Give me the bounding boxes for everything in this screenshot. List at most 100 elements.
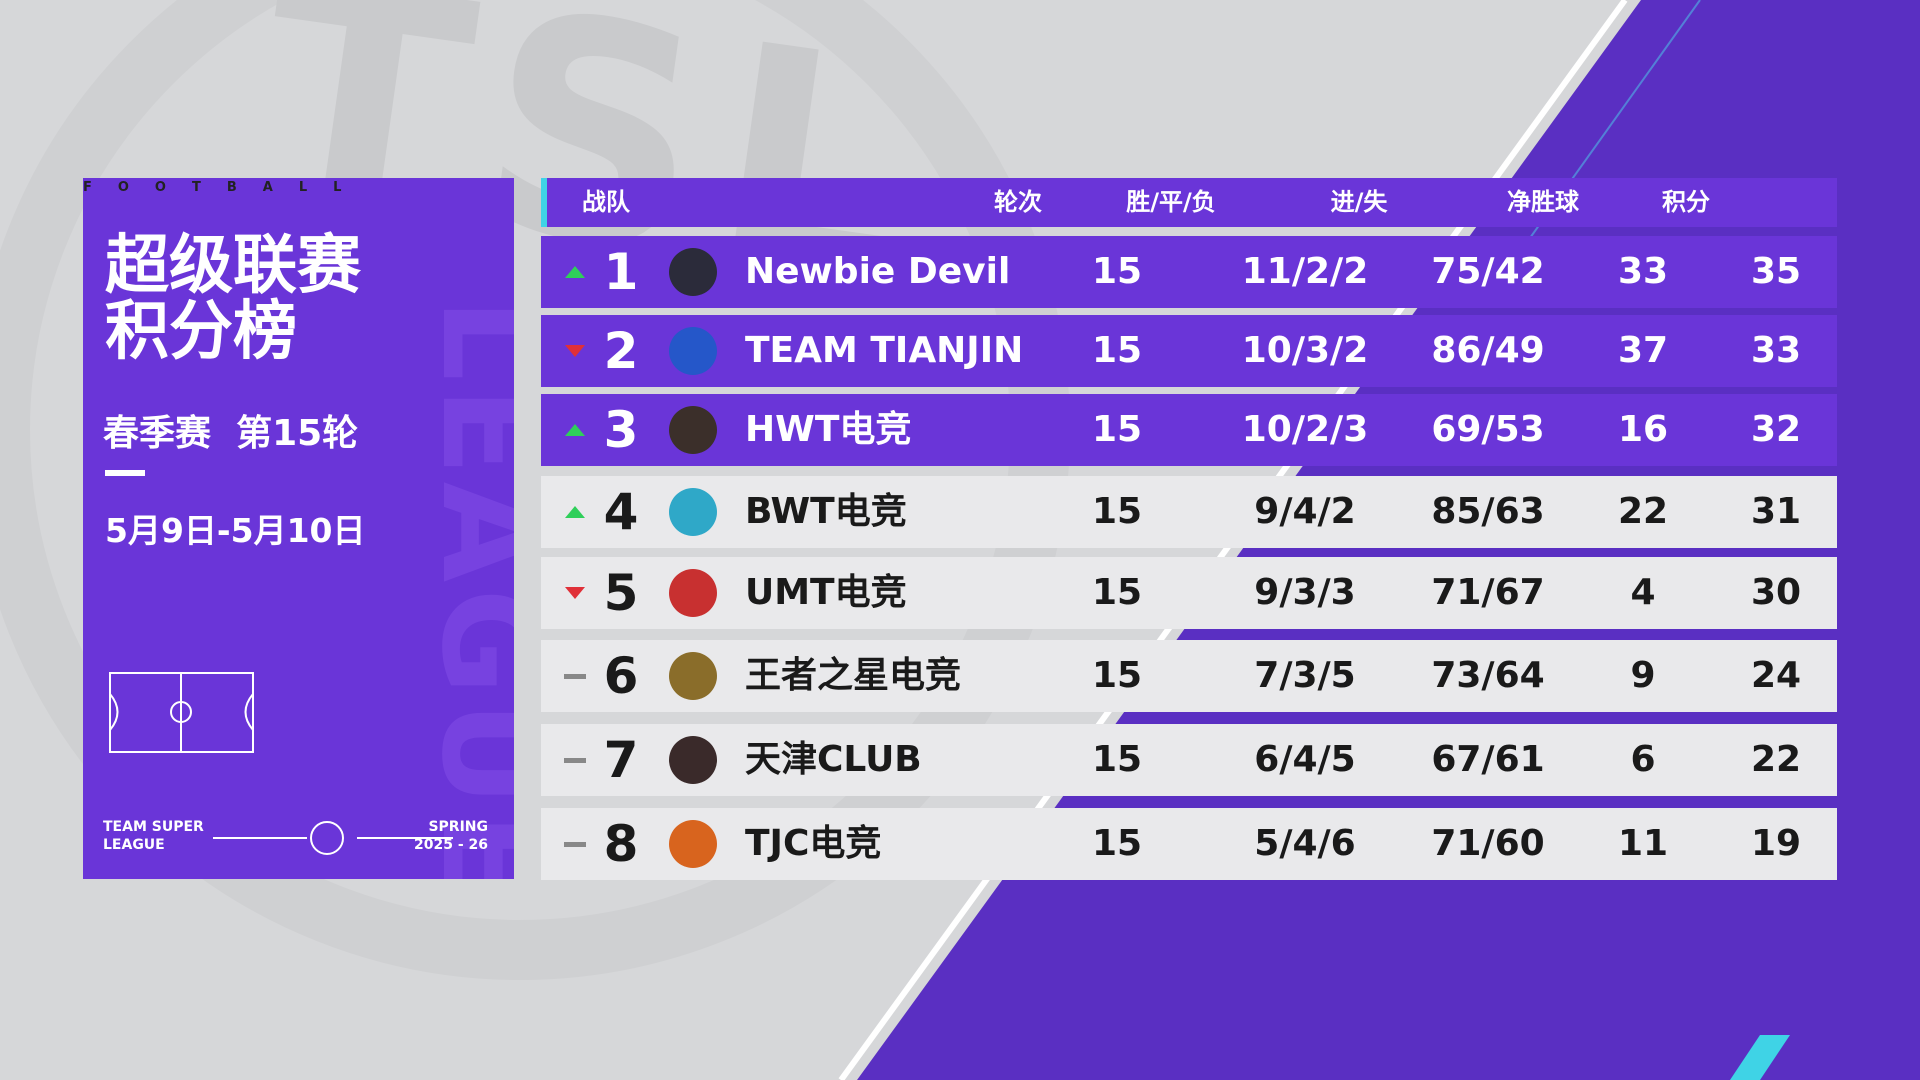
record: 7/3/5 <box>1254 655 1356 696</box>
trend-up <box>565 506 585 518</box>
column-header: 净胜球 <box>1507 188 1579 216</box>
row-icons <box>565 569 717 617</box>
team-logo <box>669 736 717 784</box>
rank: 8 <box>603 815 639 873</box>
points: 31 <box>1750 491 1802 532</box>
row-icons <box>565 327 717 375</box>
row-icons <box>565 248 717 296</box>
rank: 1 <box>603 243 639 301</box>
played: 15 <box>1091 823 1143 864</box>
tag: FOOTBALL <box>83 180 368 195</box>
diff: 22 <box>1617 491 1669 532</box>
team-name: UMT电竞 <box>745 572 907 613</box>
column-header: 胜/平/负 <box>1126 188 1216 216</box>
played: 15 <box>1091 739 1143 780</box>
goals: 69/53 <box>1431 409 1545 450</box>
record: 6/4/5 <box>1254 739 1356 780</box>
goals: 73/64 <box>1431 655 1545 696</box>
points: 35 <box>1750 251 1802 292</box>
table-row: 4 BWT电竞 15 9/4/2 85/63 22 31 <box>541 476 1837 548</box>
team-logo <box>669 652 717 700</box>
team-logo <box>669 488 717 536</box>
team-logo <box>669 569 717 617</box>
row-icons <box>565 488 717 536</box>
trend-same <box>564 842 586 847</box>
team-name: 天津CLUB <box>745 739 922 780</box>
table-row: 1 Newbie Devil 15 11/2/2 75/42 33 35 <box>541 236 1837 308</box>
team-logo <box>669 327 717 375</box>
pitch-icon <box>109 672 254 753</box>
season: SPRING 2025 - 26 <box>414 818 488 854</box>
team-name: TEAM TIANJIN <box>745 330 1024 371</box>
table-row: 5 UMT电竞 15 9/3/3 71/67 4 30 <box>541 557 1837 629</box>
played: 15 <box>1091 655 1143 696</box>
rank: 3 <box>603 401 639 459</box>
table-row: 6 王者之星电竞 15 7/3/5 73/64 9 24 <box>541 640 1837 712</box>
season-years: 2025 - 26 <box>413 837 488 853</box>
season-label: SPRING <box>428 819 488 835</box>
goals: 75/42 <box>1431 251 1545 292</box>
table-row: 7 天津CLUB 15 6/4/5 67/61 6 22 <box>541 724 1837 796</box>
row-icons <box>564 652 717 700</box>
team-name: HWT电竞 <box>745 409 912 450</box>
diff: 37 <box>1617 330 1669 371</box>
column-header: 积分 <box>1662 188 1710 216</box>
played: 15 <box>1091 330 1143 371</box>
record: 9/4/2 <box>1254 491 1356 532</box>
goals: 86/49 <box>1431 330 1545 371</box>
team-logo <box>669 406 717 454</box>
trend-down <box>565 345 585 357</box>
goals: 67/61 <box>1431 739 1545 780</box>
info-panel: LEAGUE 超级联赛 积分榜 春季赛 第15轮 5月9日-5月10日 TEAM… <box>83 178 514 879</box>
rank: 6 <box>603 647 639 705</box>
points: 30 <box>1750 572 1802 613</box>
trend-same <box>564 674 586 679</box>
record: 10/3/2 <box>1241 330 1369 371</box>
played: 15 <box>1091 409 1143 450</box>
diff: 6 <box>1630 739 1656 780</box>
title: 积分榜 <box>105 295 297 369</box>
points: 24 <box>1750 655 1802 696</box>
row-icons <box>564 820 717 868</box>
footer-deco <box>213 821 453 855</box>
points: 32 <box>1750 409 1802 450</box>
points: 33 <box>1750 330 1802 371</box>
diff: 4 <box>1630 572 1656 613</box>
record: 9/3/3 <box>1254 572 1356 613</box>
table-row: 8 TJC电竞 15 5/4/6 71/60 11 19 <box>541 808 1837 880</box>
row-icons <box>564 736 717 784</box>
trend-up <box>565 266 585 278</box>
record: 5/4/6 <box>1254 823 1356 864</box>
team-logo <box>669 248 717 296</box>
column-header: 进/失 <box>1330 188 1388 216</box>
column-header: 轮次 <box>994 188 1042 216</box>
team-name: TJC电竞 <box>745 823 882 864</box>
title: 超级联赛 <box>105 229 361 303</box>
team-logo <box>669 820 717 868</box>
table-row: 2 TEAM TIANJIN 15 10/3/2 86/49 37 33 <box>541 315 1837 387</box>
rank: 7 <box>603 731 639 789</box>
record: 10/2/3 <box>1241 409 1369 450</box>
played: 15 <box>1091 251 1143 292</box>
diff: 9 <box>1630 655 1656 696</box>
goals: 71/60 <box>1431 823 1545 864</box>
row-icons <box>565 406 717 454</box>
points: 19 <box>1750 823 1802 864</box>
rank: 5 <box>603 564 639 622</box>
trend-same <box>564 758 586 763</box>
bg-line <box>1499 0 1701 281</box>
goals: 85/63 <box>1431 491 1545 532</box>
bg-accent <box>1730 1035 1790 1080</box>
divider <box>105 470 145 476</box>
round: 春季赛 第15轮 <box>103 413 359 454</box>
team-name: 王者之星电竞 <box>745 655 962 696</box>
league-name: TEAM SUPER LEAGUE <box>103 819 204 853</box>
table-row: 3 HWT电竞 15 10/2/3 69/53 16 32 <box>541 394 1837 466</box>
column-header: 战队 <box>582 188 630 216</box>
team-name: BWT电竞 <box>745 491 907 532</box>
watermark: LEAGUE <box>413 298 514 879</box>
table-header: 战队 轮次 胜/平/负 进/失 净胜球 积分 <box>541 178 1837 227</box>
team-name: Newbie Devil <box>745 251 1011 292</box>
record: 11/2/2 <box>1241 251 1369 292</box>
